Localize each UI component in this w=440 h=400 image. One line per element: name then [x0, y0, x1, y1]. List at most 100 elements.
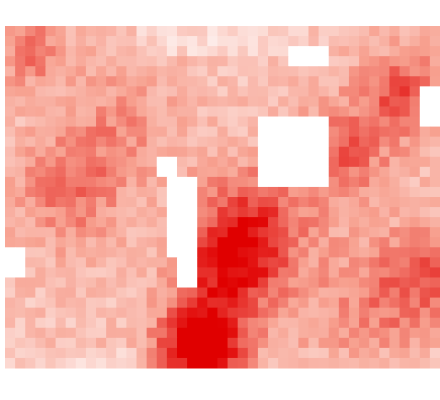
heatmap-cell — [65, 146, 77, 158]
heatmap-cell — [379, 357, 390, 369]
heatmap-cell — [96, 247, 107, 258]
heatmap-cell — [268, 227, 279, 238]
heatmap-cell — [409, 197, 421, 208]
heatmap-cell — [328, 217, 340, 228]
heatmap-cell — [35, 86, 46, 97]
heatmap-cell — [318, 46, 330, 57]
heatmap-cell — [419, 26, 431, 37]
heatmap-cell — [399, 317, 411, 329]
heatmap-cell — [409, 347, 421, 359]
heatmap-cell — [247, 26, 259, 37]
heatmap-cell — [318, 347, 330, 359]
heatmap-cell — [237, 126, 249, 138]
heatmap-cell — [328, 347, 340, 359]
heatmap-cell — [338, 86, 350, 97]
heatmap-cell — [45, 126, 57, 138]
heatmap-cell — [409, 106, 421, 118]
heatmap-cell — [429, 277, 440, 289]
heatmap-cell — [379, 86, 390, 97]
heatmap-cell — [166, 126, 178, 138]
heatmap-cell — [288, 126, 299, 138]
heatmap-cell — [369, 76, 380, 87]
heatmap-cell — [409, 237, 421, 248]
heatmap-cell — [369, 257, 380, 268]
heatmap-cell — [5, 357, 16, 369]
heatmap-cell — [25, 307, 36, 319]
heatmap-cell — [268, 237, 279, 248]
heatmap-cell — [197, 46, 208, 57]
heatmap-cell — [5, 116, 16, 128]
heatmap-cell — [96, 116, 107, 128]
heatmap-cell — [5, 56, 16, 67]
heatmap-cell — [35, 166, 46, 178]
heatmap-cell — [268, 136, 279, 148]
heatmap-cell — [207, 46, 218, 57]
heatmap-cell — [278, 337, 289, 349]
heatmap-cell — [136, 307, 148, 319]
heatmap-cell — [399, 257, 411, 268]
heatmap-cell — [116, 277, 127, 289]
heatmap-cell — [197, 307, 208, 319]
heatmap-cell — [25, 136, 36, 148]
heatmap-cell — [5, 146, 16, 158]
heatmap-cell — [348, 126, 360, 138]
heatmap-cell — [207, 36, 218, 47]
heatmap-cell — [187, 76, 198, 87]
heatmap-cell — [419, 36, 431, 47]
heatmap-cell — [247, 357, 259, 369]
heatmap-cell — [55, 217, 67, 228]
heatmap-cell — [409, 207, 421, 218]
heatmap-cell — [156, 307, 168, 319]
heatmap-cell — [146, 347, 158, 359]
heatmap-cell — [359, 277, 370, 289]
heatmap-cell — [197, 66, 208, 77]
heatmap-cell — [338, 297, 350, 309]
heatmap-cell — [55, 26, 67, 37]
heatmap-cell — [288, 217, 299, 228]
heatmap-cell — [429, 247, 440, 258]
heatmap-cell — [35, 136, 46, 148]
heatmap-cell — [399, 46, 411, 57]
heatmap-cell — [65, 237, 77, 248]
heatmap-cell — [197, 207, 208, 218]
heatmap-cell — [257, 257, 269, 268]
heatmap-cell — [136, 136, 148, 148]
heatmap-cell — [35, 66, 46, 77]
heatmap-cell — [409, 86, 421, 97]
heatmap-cell — [45, 146, 57, 158]
heatmap-cell — [389, 56, 401, 67]
heatmap-cell — [237, 66, 249, 77]
heatmap-cell — [25, 26, 36, 37]
heatmap-cell — [379, 327, 390, 339]
heatmap-cell — [369, 56, 380, 67]
heatmap-cell — [106, 227, 117, 238]
heatmap-cell — [237, 337, 249, 349]
heatmap-cell — [217, 267, 229, 278]
heatmap-cell — [166, 297, 178, 309]
heatmap-cell — [197, 156, 208, 168]
heatmap-cell — [156, 126, 168, 138]
heatmap-cell — [288, 56, 299, 67]
heatmap-cell — [409, 116, 421, 128]
heatmap-cell — [25, 287, 36, 299]
heatmap-cell — [65, 277, 77, 289]
heatmap-cell — [85, 36, 97, 47]
heatmap-cell — [5, 166, 16, 178]
heatmap-cell — [419, 106, 431, 118]
heatmap-cell — [298, 176, 309, 188]
heatmap-cell — [399, 207, 411, 218]
heatmap-cell — [268, 86, 279, 97]
heatmap-cell — [85, 267, 97, 278]
heatmap-cell — [237, 156, 249, 168]
heatmap-cell — [318, 26, 330, 37]
heatmap-cell — [45, 56, 57, 67]
heatmap-cell — [15, 327, 26, 339]
heatmap-cell — [25, 217, 36, 228]
heatmap-cell — [278, 277, 289, 289]
heatmap-cell — [187, 36, 198, 47]
heatmap-cell — [136, 56, 148, 67]
heatmap-cell — [308, 247, 320, 258]
heatmap-cell — [217, 136, 229, 148]
heatmap-cell — [136, 267, 148, 278]
heatmap-cell — [217, 227, 229, 238]
